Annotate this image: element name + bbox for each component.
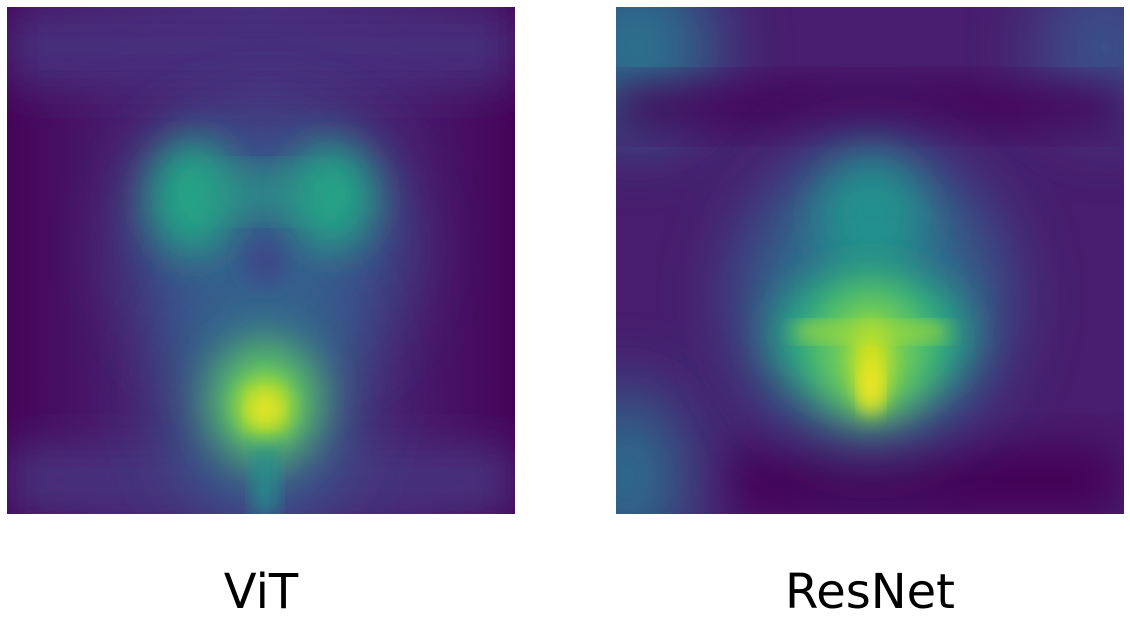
resnet-attention-heatmap bbox=[616, 7, 1124, 514]
resnet-label: ResNet bbox=[785, 564, 955, 620]
vit-label: ViT bbox=[223, 564, 299, 620]
vit-heatmap-image bbox=[7, 7, 515, 514]
resnet-heatmap-image bbox=[616, 7, 1124, 514]
vit-attention-heatmap bbox=[7, 7, 515, 514]
